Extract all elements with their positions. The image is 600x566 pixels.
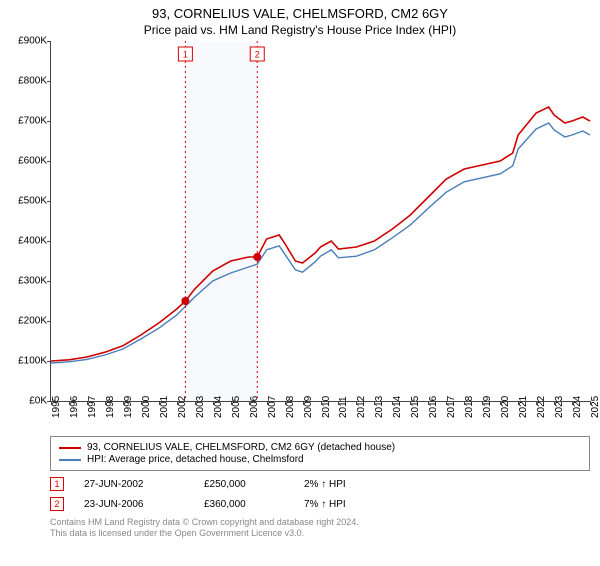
y-axis-label: £500K — [3, 196, 47, 207]
x-axis-label: 2009 — [303, 396, 314, 418]
x-axis-label: 2012 — [356, 396, 367, 418]
legend-label: 93, CORNELIUS VALE, CHELMSFORD, CM2 6GY … — [87, 442, 395, 453]
x-axis-label: 2005 — [231, 396, 242, 418]
x-axis-label: 2020 — [500, 396, 511, 418]
x-axis-label: 2025 — [590, 396, 600, 418]
callout-change: 7% ↑ HPI — [304, 499, 384, 510]
transaction-dot — [253, 253, 261, 261]
series-hpi — [51, 123, 590, 363]
callout-change: 2% ↑ HPI — [304, 479, 384, 490]
series-property — [51, 107, 590, 361]
chart-subtitle: Price paid vs. HM Land Registry's House … — [0, 23, 600, 37]
x-axis-label: 2014 — [392, 396, 403, 418]
callout-price: £250,000 — [204, 479, 284, 490]
callout-id-box: 1 — [50, 477, 64, 491]
chart-title: 93, CORNELIUS VALE, CHELMSFORD, CM2 6GY — [0, 6, 600, 21]
transaction-dot — [181, 297, 189, 305]
x-axis-label: 2019 — [482, 396, 493, 418]
legend: 93, CORNELIUS VALE, CHELMSFORD, CM2 6GY … — [50, 436, 590, 471]
chart-plot-area: 12 £0K£100K£200K£300K£400K£500K£600K£700… — [50, 41, 590, 402]
legend-label: HPI: Average price, detached house, Chel… — [87, 454, 304, 465]
x-axis-label: 1998 — [105, 396, 116, 418]
callout-date: 27-JUN-2002 — [84, 479, 184, 490]
chart-svg: 12 — [51, 41, 590, 401]
y-axis-label: £100K — [3, 356, 47, 367]
x-axis-label: 2017 — [446, 396, 457, 418]
y-axis-label: £0K — [3, 396, 47, 407]
y-axis-label: £400K — [3, 236, 47, 247]
legend-swatch — [59, 459, 81, 461]
callout-row: 2 23-JUN-2006 £360,000 7% ↑ HPI — [50, 497, 590, 511]
x-axis-label: 2006 — [249, 396, 260, 418]
x-axis-label: 2004 — [213, 396, 224, 418]
x-axis-label: 2000 — [141, 396, 152, 418]
callout-date: 23-JUN-2006 — [84, 499, 184, 510]
x-axis-label: 2001 — [159, 396, 170, 418]
transaction-band — [185, 41, 257, 401]
legend-item: 93, CORNELIUS VALE, CHELMSFORD, CM2 6GY … — [59, 442, 581, 453]
y-axis-label: £800K — [3, 76, 47, 87]
y-axis-label: £300K — [3, 276, 47, 287]
chart-container: 93, CORNELIUS VALE, CHELMSFORD, CM2 6GY … — [0, 6, 600, 566]
legend-swatch — [59, 447, 81, 449]
callout-price: £360,000 — [204, 499, 284, 510]
x-axis-label: 2010 — [321, 396, 332, 418]
x-axis-label: 2011 — [338, 396, 349, 418]
x-axis-label: 2015 — [410, 396, 421, 418]
footnote-line-1: Contains HM Land Registry data © Crown c… — [50, 517, 590, 527]
footnote-line-2: This data is licensed under the Open Gov… — [50, 528, 590, 538]
x-axis-label: 1997 — [87, 396, 98, 418]
x-axis-label: 2021 — [518, 396, 529, 418]
x-axis-label: 2013 — [374, 396, 385, 418]
x-axis-label: 2002 — [177, 396, 188, 418]
callout-row: 1 27-JUN-2002 £250,000 2% ↑ HPI — [50, 477, 590, 491]
x-axis-label: 2008 — [285, 396, 296, 418]
callout-id-box: 2 — [50, 497, 64, 511]
y-axis-label: £700K — [3, 116, 47, 127]
callout-marker-id: 2 — [255, 49, 260, 59]
x-axis-label: 2024 — [572, 396, 583, 418]
x-axis-label: 2003 — [195, 396, 206, 418]
y-axis-label: £900K — [3, 36, 47, 47]
y-axis-label: £600K — [3, 156, 47, 167]
legend-item: HPI: Average price, detached house, Chel… — [59, 454, 581, 465]
x-axis-label: 2016 — [428, 396, 439, 418]
x-axis-label: 2018 — [464, 396, 475, 418]
x-axis-label: 1999 — [123, 396, 134, 418]
y-axis-label: £200K — [3, 316, 47, 327]
x-axis-label: 1996 — [69, 396, 80, 418]
x-axis-label: 2022 — [536, 396, 547, 418]
x-axis-label: 2007 — [267, 396, 278, 418]
x-axis-label: 2023 — [554, 396, 565, 418]
callout-table: 1 27-JUN-2002 £250,000 2% ↑ HPI 2 23-JUN-2006… — [0, 477, 600, 511]
x-axis-label: 1995 — [51, 396, 62, 418]
callout-marker-id: 1 — [183, 49, 188, 59]
